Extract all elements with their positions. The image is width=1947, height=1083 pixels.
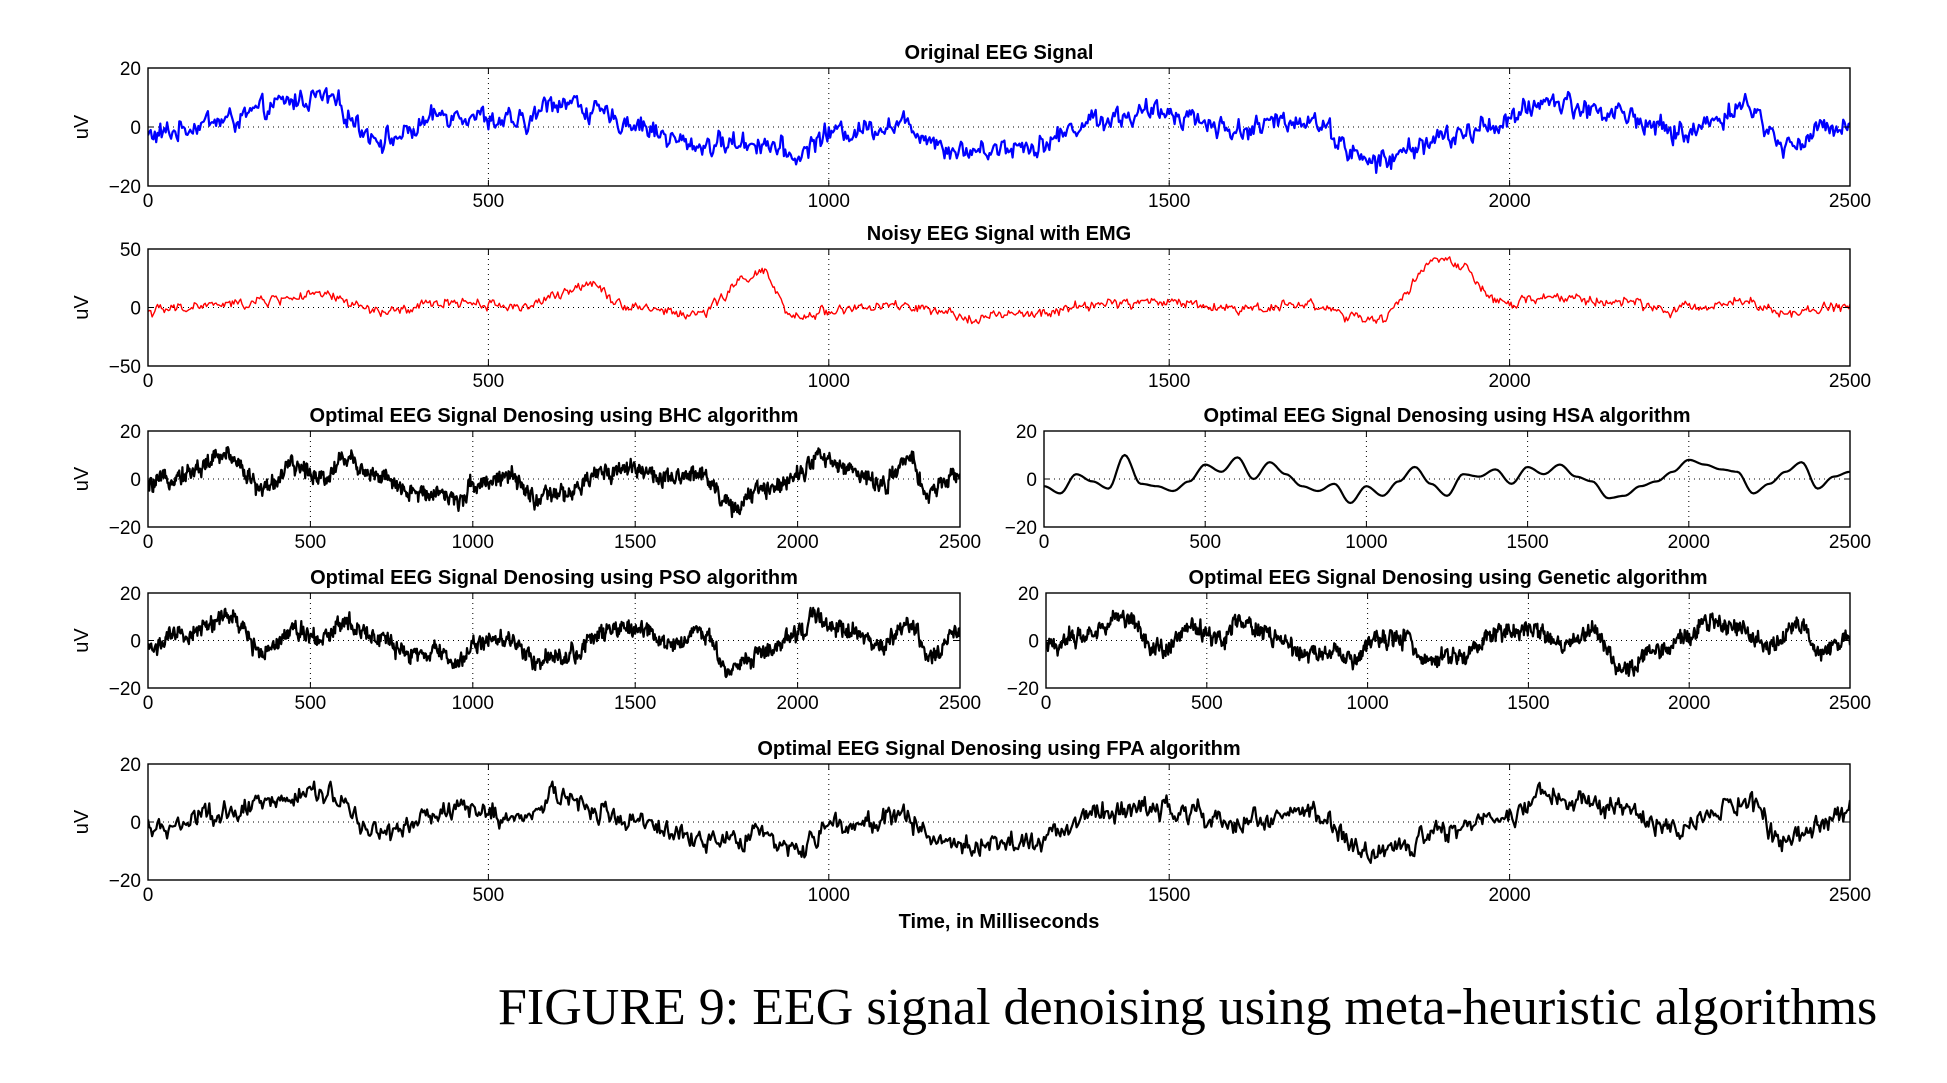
- x-tick-label: 500: [473, 885, 505, 906]
- y-tick-label: −20: [109, 177, 141, 198]
- x-tick-label: 2000: [776, 693, 818, 714]
- series-line: [148, 446, 960, 519]
- x-tick-label: 0: [143, 532, 154, 553]
- y-axis-label: uV: [71, 466, 93, 491]
- y-tick-label: 0: [130, 632, 141, 653]
- x-tick-label: 0: [143, 693, 154, 714]
- x-tick-label: 1000: [1346, 693, 1388, 714]
- x-tick-label: 0: [1041, 693, 1052, 714]
- y-tick-label: −20: [109, 518, 141, 539]
- x-tick-label: 1500: [1148, 885, 1190, 906]
- x-tick-label: 1000: [808, 371, 850, 392]
- x-tick-label: 1500: [1148, 371, 1190, 392]
- y-tick-label: 20: [1016, 422, 1037, 443]
- x-tick-label: 1500: [614, 693, 656, 714]
- series-line: [1046, 609, 1850, 678]
- x-tick-label: 2000: [1488, 371, 1530, 392]
- x-tick-label: 500: [1189, 532, 1221, 553]
- series-line: [1044, 453, 1850, 505]
- y-tick-label: −20: [109, 679, 141, 700]
- x-tick-label: 2500: [1829, 885, 1871, 906]
- y-tick-label: 0: [1026, 470, 1037, 491]
- x-tick-label: 0: [143, 191, 154, 212]
- x-tick-label: 2000: [1668, 693, 1710, 714]
- x-tick-label: 2000: [1668, 532, 1710, 553]
- x-tick-label: 500: [295, 693, 327, 714]
- y-tick-label: −20: [109, 871, 141, 892]
- x-tick-label: 1500: [614, 532, 656, 553]
- x-tick-label: 500: [473, 191, 505, 212]
- y-tick-label: 20: [120, 422, 141, 443]
- y-tick-label: 50: [120, 240, 141, 261]
- x-tick-label: 0: [143, 885, 154, 906]
- x-tick-label: 1000: [452, 693, 494, 714]
- x-tick-label: 2000: [1488, 191, 1530, 212]
- series-line: [148, 606, 960, 679]
- x-tick-label: 2500: [1829, 532, 1871, 553]
- x-axis-label: Time, in Milliseconds: [899, 911, 1100, 933]
- series-line: [148, 87, 1850, 174]
- x-tick-label: 2000: [1488, 885, 1530, 906]
- panel-title: Optimal EEG Signal Denosing using FPA al…: [757, 738, 1240, 760]
- panel-title: Original EEG Signal: [905, 42, 1094, 64]
- x-tick-label: 0: [143, 371, 154, 392]
- x-tick-label: 1500: [1148, 191, 1190, 212]
- x-tick-label: 1500: [1506, 532, 1548, 553]
- x-tick-label: 2500: [939, 532, 981, 553]
- y-tick-label: 20: [120, 584, 141, 605]
- y-tick-label: 0: [1028, 632, 1039, 653]
- x-tick-label: 1000: [808, 191, 850, 212]
- series-line: [148, 256, 1850, 325]
- x-tick-label: 2500: [1829, 693, 1871, 714]
- y-tick-label: 0: [130, 813, 141, 834]
- panel-title: Optimal EEG Signal Denosing using Geneti…: [1189, 567, 1708, 589]
- x-tick-label: 1000: [1345, 532, 1387, 553]
- y-tick-label: 0: [130, 118, 141, 139]
- y-tick-label: 0: [130, 470, 141, 491]
- x-tick-label: 2500: [1829, 371, 1871, 392]
- y-axis-label: uV: [71, 295, 93, 320]
- x-tick-label: 2500: [939, 693, 981, 714]
- x-tick-label: 500: [1191, 693, 1223, 714]
- y-tick-label: −20: [1007, 679, 1039, 700]
- x-tick-label: 500: [473, 371, 505, 392]
- x-tick-label: 500: [295, 532, 327, 553]
- panel-title: Optimal EEG Signal Denosing using BHC al…: [310, 405, 799, 427]
- y-axis-label: uV: [71, 809, 93, 834]
- y-tick-label: 20: [120, 59, 141, 80]
- x-tick-label: 2000: [776, 532, 818, 553]
- y-axis-label: uV: [71, 628, 93, 653]
- panel-title: Noisy EEG Signal with EMG: [867, 223, 1131, 245]
- figure-caption: FIGURE 9: EEG signal denoising using met…: [498, 979, 1878, 1036]
- series-line: [148, 780, 1850, 865]
- y-tick-label: −20: [1005, 518, 1037, 539]
- y-tick-label: −50: [109, 357, 141, 378]
- y-tick-label: 0: [130, 299, 141, 320]
- x-tick-label: 1000: [452, 532, 494, 553]
- y-tick-label: 20: [120, 755, 141, 776]
- x-tick-label: 1500: [1507, 693, 1549, 714]
- y-tick-label: 20: [1018, 584, 1039, 605]
- x-tick-label: 1000: [808, 885, 850, 906]
- x-tick-label: 0: [1039, 532, 1050, 553]
- x-tick-label: 2500: [1829, 191, 1871, 212]
- panel-title: Optimal EEG Signal Denosing using HSA al…: [1203, 405, 1690, 427]
- y-axis-label: uV: [71, 114, 93, 139]
- panel-title: Optimal EEG Signal Denosing using PSO al…: [310, 567, 798, 589]
